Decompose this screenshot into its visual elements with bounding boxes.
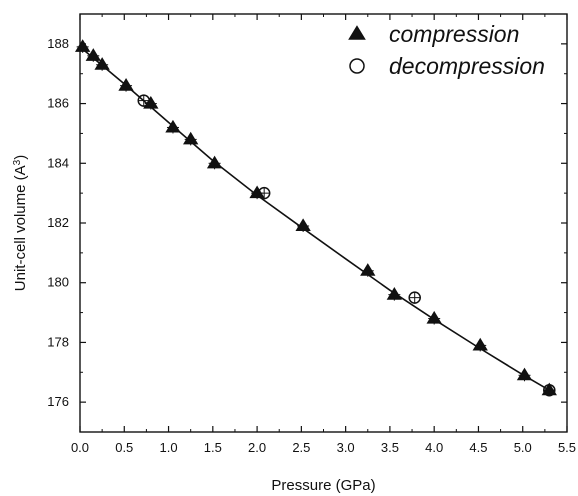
compression-point <box>94 57 110 70</box>
y-tick-label: 182 <box>47 215 69 230</box>
compression-point <box>472 337 488 351</box>
compression-point <box>183 131 199 145</box>
compression-point <box>386 287 403 300</box>
y-tick-label: 186 <box>47 96 69 111</box>
decompression-point <box>543 383 556 397</box>
x-axis-title: Pressure (GPa) <box>271 477 375 494</box>
x-tick-label: 5.0 <box>514 440 532 455</box>
x-tick-label: 3.0 <box>337 440 355 455</box>
fit-line <box>79 46 551 392</box>
compression-point <box>118 78 134 91</box>
x-tick-label: 1.0 <box>160 440 178 455</box>
y-tick-label: 178 <box>47 334 69 349</box>
compression-point <box>249 185 265 199</box>
y-axis-title-superscript: 3 <box>12 159 23 165</box>
data-points <box>74 39 557 397</box>
legend-compression-marker <box>348 25 366 40</box>
compression-point <box>516 367 533 381</box>
y-axis-title-main: Unit-cell volume (A <box>12 165 29 291</box>
x-tick-label: 2.0 <box>248 440 266 455</box>
compression-point <box>165 119 181 133</box>
compression-point <box>206 155 223 169</box>
legend-decompression-marker <box>349 58 365 74</box>
compression-point <box>426 310 442 324</box>
x-tick-label: 0.5 <box>115 440 133 455</box>
legend: compression decompression <box>348 21 545 79</box>
x-tick-label: 3.5 <box>381 440 399 455</box>
decompression-point <box>137 94 151 107</box>
y-tick-label: 180 <box>47 275 69 290</box>
compression-point <box>360 263 376 276</box>
x-tick-label: 1.5 <box>204 440 222 455</box>
y-tick-label: 176 <box>47 394 69 409</box>
legend-compression-label: compression <box>389 21 519 47</box>
compression-point <box>85 48 101 61</box>
x-tick-label: 2.5 <box>292 440 310 455</box>
compression-point <box>295 218 311 232</box>
x-tick-label: 0.0 <box>71 440 89 455</box>
compression-point <box>74 39 91 52</box>
y-axis-title: Unit-cell volume (A3) <box>12 155 30 291</box>
decompression-point <box>408 291 421 304</box>
x-tick-label: 5.5 <box>558 440 576 455</box>
fit-line-layer <box>79 46 551 392</box>
decompression-point <box>257 186 271 200</box>
y-tick-label: 188 <box>47 36 69 51</box>
legend-decompression-label: decompression <box>389 53 545 79</box>
x-tick-label: 4.5 <box>469 440 487 455</box>
y-axis-title-suffix: ) <box>12 155 29 160</box>
x-tick-label: 4.0 <box>425 440 443 455</box>
y-tick-label: 184 <box>47 155 69 170</box>
ticks: 0.0 0.5 1.0 1.5 2.0 2.5 3.0 3.5 4.0 4.5 5.0 5.5 176 1… <box>47 13 576 455</box>
